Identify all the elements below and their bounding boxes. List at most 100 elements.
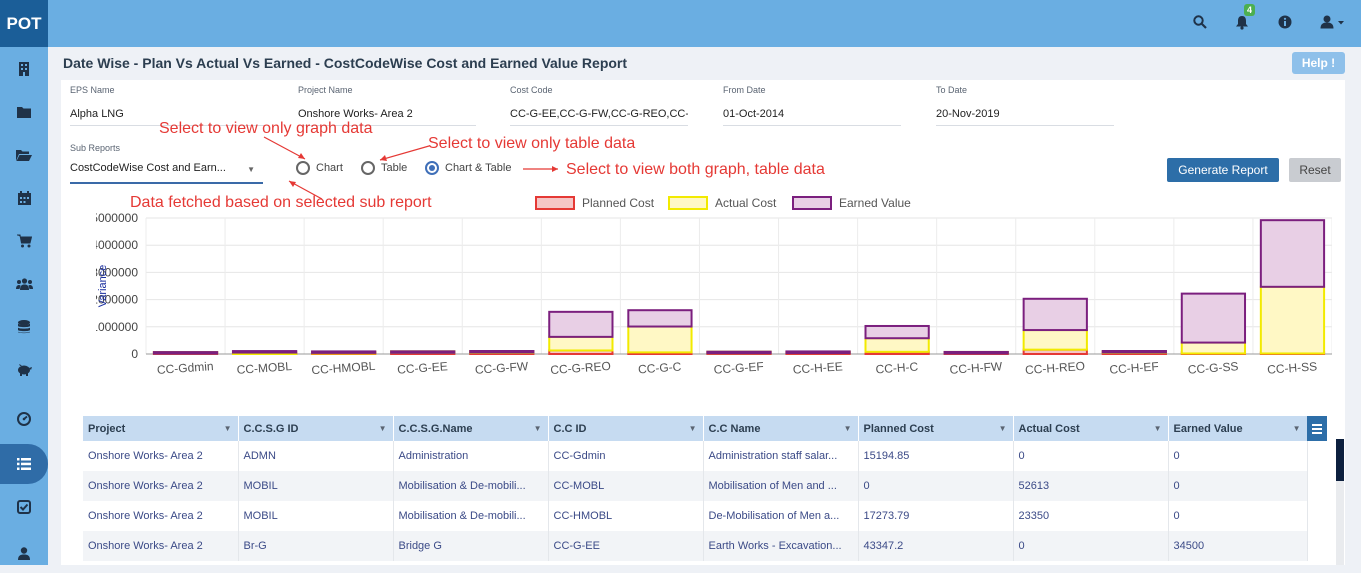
chevron-down-icon[interactable]: ▼: [843, 424, 852, 433]
users-icon[interactable]: [0, 264, 48, 304]
annotation-arrows: [263, 136, 558, 200]
legend-swatch: [792, 196, 832, 210]
table-cell: CC-MOBL: [548, 471, 704, 501]
chevron-down-icon[interactable]: ▼: [223, 424, 232, 433]
table-row[interactable]: Onshore Works- Area 2 Br-G Bridge G CC-G-EE…: [83, 531, 1308, 561]
table-row[interactable]: Onshore Works- Area 2 MOBIL Mobilisation &…: [83, 471, 1308, 501]
chevron-down-icon: ▼: [247, 165, 255, 174]
bar-earned-value: [706, 350, 772, 355]
chevron-down-icon[interactable]: ▼: [533, 424, 542, 433]
y-tick-label: 5000000: [96, 211, 138, 225]
table-cell: Administration staff salar...: [703, 441, 859, 471]
table-cell: MOBIL: [238, 501, 394, 531]
subreport-select[interactable]: CostCodeWise Cost and Earn... ▼: [70, 162, 263, 184]
app-logo[interactable]: POT: [0, 0, 48, 47]
column-header[interactable]: C.C.S.G ID ▼: [238, 416, 394, 441]
list-icon[interactable]: [0, 444, 48, 484]
scrollbar-thumb[interactable]: [1336, 439, 1344, 481]
table-radio-label: Table: [381, 162, 408, 174]
column-header[interactable]: Planned Cost ▼: [858, 416, 1014, 441]
building-icon[interactable]: [0, 49, 48, 89]
check-square-icon[interactable]: [0, 487, 48, 527]
table-cell: CC-Gdmin: [548, 441, 704, 471]
column-header[interactable]: C.C.S.G.Name ▼: [393, 416, 549, 441]
user-icon[interactable]: [0, 533, 48, 573]
table-row[interactable]: Onshore Works- Area 2 ADMN Administration C…: [83, 441, 1308, 471]
search-icon[interactable]: [1191, 13, 1209, 31]
subreport-label: Sub Reports: [70, 143, 121, 153]
chart-and-table-radio[interactable]: Chart & Table: [425, 161, 511, 175]
dashboard-icon[interactable]: [0, 399, 48, 439]
column-menu-button[interactable]: [1307, 416, 1327, 441]
vertical-scrollbar[interactable]: [1336, 439, 1344, 565]
table-cell: 15194.85: [858, 441, 1014, 471]
radio-icon: [361, 161, 375, 175]
annotation-subreport: Data fetched based on selected sub repor…: [130, 194, 432, 211]
x-tick-label: CC-G-REO: [550, 359, 612, 377]
table-cell: De-Mobilisation of Men a...: [703, 501, 859, 531]
legend-label: Actual Cost: [715, 196, 777, 210]
chevron-down-icon[interactable]: ▼: [688, 424, 697, 433]
x-tick-label: CC-H-REO: [1025, 359, 1086, 377]
cart-icon[interactable]: [0, 221, 48, 261]
folder-open-icon[interactable]: [0, 135, 48, 175]
table-cell: Onshore Works- Area 2: [83, 471, 239, 501]
costcode-field[interactable]: CC-G-EE,CC-G-FW,CC-G-REO,CC-G-C,: [510, 108, 688, 126]
column-header-label: Project: [88, 422, 126, 435]
chevron-down-icon[interactable]: ▼: [1292, 424, 1301, 433]
eps-field[interactable]: Alpha LNG: [70, 108, 264, 126]
chevron-down-icon[interactable]: ▼: [378, 424, 387, 433]
report-card: EPS Name Alpha LNG Project Name Onshore …: [61, 80, 1345, 565]
column-header[interactable]: Actual Cost ▼: [1013, 416, 1169, 441]
chart-radio[interactable]: Chart: [296, 161, 343, 175]
column-header-label: Planned Cost: [863, 422, 934, 435]
x-tick-label: CC-G-C: [638, 359, 683, 376]
reset-button[interactable]: Reset: [1289, 158, 1341, 182]
bar-actual-cost: [1259, 285, 1326, 355]
user-menu-icon[interactable]: [1318, 13, 1348, 31]
bell-icon[interactable]: [1233, 13, 1251, 31]
x-tick-label: CC-G-FW: [474, 359, 529, 377]
column-header[interactable]: C.C Name ▼: [703, 416, 859, 441]
x-tick-label: CC-G-SS: [1187, 359, 1239, 377]
table-cell: Mobilisation of Men and ...: [703, 471, 859, 501]
annotation-both: Select to view both graph, table data: [566, 161, 825, 178]
info-icon[interactable]: [1276, 13, 1294, 31]
bar-earned-value: [1101, 350, 1167, 354]
chevron-down-icon[interactable]: ▼: [998, 424, 1007, 433]
database-icon[interactable]: [0, 307, 48, 347]
y-tick-label: 3000000: [96, 265, 138, 279]
column-header[interactable]: C.C ID ▼: [548, 416, 704, 441]
table-cell: ADMN: [238, 441, 394, 471]
bar-actual-cost: [548, 335, 614, 352]
calendar-icon[interactable]: [0, 178, 48, 218]
table-cell: Administration: [393, 441, 549, 471]
table-cell: 43347.2: [858, 531, 1014, 561]
project-field[interactable]: Onshore Works- Area 2: [298, 108, 476, 126]
x-tick-label: CC-MOBL: [236, 359, 293, 377]
column-header-label: C.C Name: [708, 422, 761, 435]
chart-and-table-radio-label: Chart & Table: [445, 162, 512, 174]
column-header[interactable]: Earned Value ▼: [1168, 416, 1308, 441]
piggy-bank-icon[interactable]: [0, 350, 48, 390]
generate-report-button[interactable]: Generate Report: [1167, 158, 1279, 182]
bar-actual-cost: [1022, 329, 1088, 351]
help-button[interactable]: Help !: [1292, 52, 1345, 74]
radio-icon: [296, 161, 310, 175]
column-header[interactable]: Project ▼: [83, 416, 239, 441]
from-date-label: From Date: [723, 85, 766, 95]
table-cell: 0: [1168, 441, 1308, 471]
table-row[interactable]: Onshore Works- Area 2 MOBIL Mobilisation &…: [83, 501, 1308, 531]
from-date-field[interactable]: 01-Oct-2014: [723, 108, 901, 126]
table-radio[interactable]: Table: [361, 161, 407, 175]
to-date-field[interactable]: 20-Nov-2019: [936, 108, 1114, 126]
column-header-label: Actual Cost: [1018, 422, 1080, 435]
chevron-down-icon[interactable]: ▼: [1153, 424, 1162, 433]
table-cell: 0: [1013, 531, 1169, 561]
legend-label: Planned Cost: [582, 196, 655, 210]
legend-swatch: [668, 196, 708, 210]
bar-earned-value: [152, 351, 219, 355]
folder-icon[interactable]: [0, 92, 48, 132]
legend-swatch: [535, 196, 575, 210]
table-cell: Onshore Works- Area 2: [83, 441, 239, 471]
